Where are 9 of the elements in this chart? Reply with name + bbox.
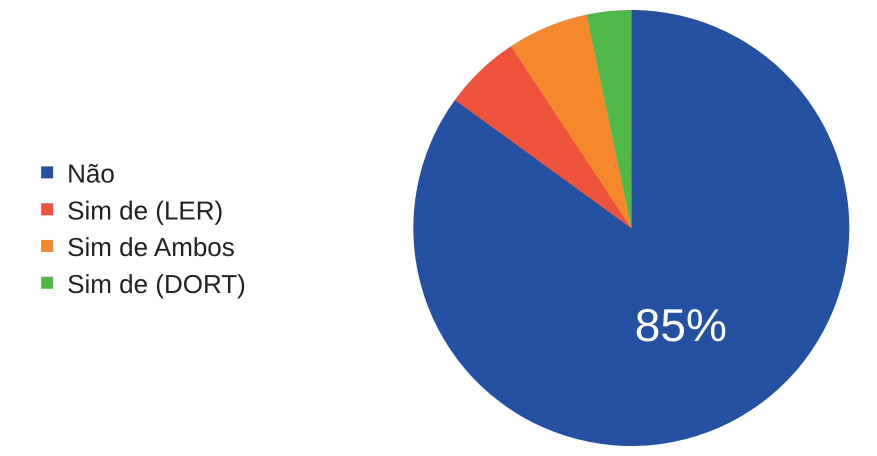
legend-label: Sim de Ambos bbox=[67, 232, 235, 262]
legend-label: Não bbox=[67, 158, 115, 189]
pie-slice bbox=[511, 14, 632, 228]
pie-slice bbox=[454, 46, 632, 228]
pie-slice bbox=[413, 10, 850, 446]
legend-label: Sim de (DORT) bbox=[67, 268, 246, 299]
pie-slice bbox=[586, 10, 632, 228]
data-label: 85% bbox=[634, 299, 727, 352]
legend-label: Sim de (LER) bbox=[67, 195, 224, 226]
